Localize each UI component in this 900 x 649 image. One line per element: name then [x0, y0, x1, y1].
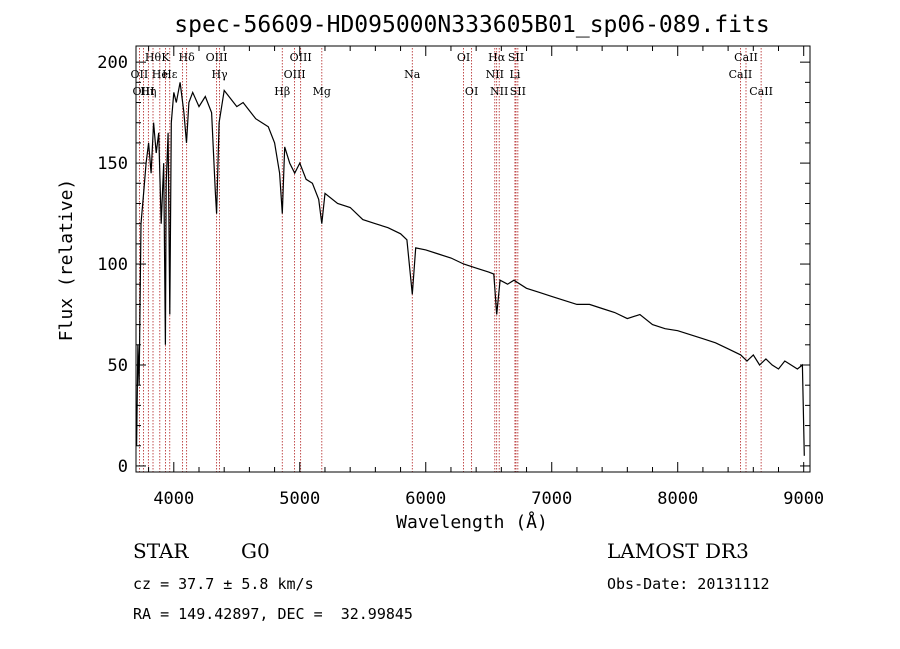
line-marker-label: NII: [490, 85, 508, 98]
x-axis-label: Wavelength (Å): [396, 511, 548, 533]
redshift-cz: cz = 37.7 ± 5.8 km/s: [133, 575, 314, 593]
x-tick-label: 9000: [783, 489, 824, 509]
line-marker-label: OIII: [133, 85, 155, 98]
line-marker-label: OI: [457, 51, 470, 64]
spectrum-line: [136, 82, 805, 456]
y-axis-label: Flux (relative): [56, 179, 77, 342]
chart-title: spec-56609-HD095000N333605B01_sp06-089.f…: [174, 12, 769, 38]
y-tick-label: 50: [108, 356, 128, 376]
x-tick-label: 8000: [657, 489, 698, 509]
line-marker-label: OIII: [290, 51, 312, 64]
line-marker-label: Hε: [162, 68, 178, 81]
line-marker-label: Hγ: [211, 68, 228, 81]
object-class: STAR: [133, 539, 189, 563]
line-marker-label: Hδ: [179, 51, 196, 64]
object-subclass: G0: [241, 539, 270, 563]
line-marker-label: Hθ: [145, 51, 162, 64]
obs-date: Obs-Date: 20131112: [607, 575, 770, 593]
y-tick-label: 100: [97, 255, 128, 275]
x-tick-label: 6000: [405, 489, 446, 509]
line-marker-label: OIII: [206, 51, 228, 64]
line-marker-label: NII: [486, 68, 504, 81]
x-tick-label: 4000: [153, 489, 194, 509]
line-marker-label: SII: [508, 51, 524, 64]
y-tick-label: 150: [97, 154, 128, 174]
y-axis-ticks: 0 50 100 150 200: [97, 53, 810, 477]
line-marker-label: K: [161, 51, 170, 64]
line-marker-label: OII: [131, 68, 149, 81]
line-marker-label: Na: [404, 68, 421, 81]
line-marker-label: Hβ: [274, 85, 290, 98]
line-marker-label: Hη: [140, 85, 156, 98]
line-marker-label: He: [152, 68, 168, 81]
line-markers: [139, 48, 762, 472]
line-marker-label: OIII: [284, 68, 306, 81]
survey-name: LAMOST DR3: [607, 539, 749, 563]
y-tick-label: 200: [97, 53, 128, 73]
line-marker-label: Mg: [313, 85, 331, 98]
line-marker-label: Hα: [488, 51, 506, 64]
x-axis-ticks: 4000 5000 6000 7000 8000 9000: [148, 46, 824, 509]
y-tick-label: 0: [118, 457, 128, 477]
line-marker-label: CaII: [729, 68, 753, 81]
line-marker-label: Li: [510, 68, 521, 81]
ra-dec: RA = 149.42897, DEC = 32.99845: [133, 605, 413, 623]
plot-frame: [135, 45, 811, 473]
line-marker-label: OI: [465, 85, 478, 98]
line-marker-label: CaII: [749, 85, 773, 98]
x-tick-label: 7000: [531, 489, 572, 509]
line-marker-label: CaII: [734, 51, 758, 64]
x-tick-label: 5000: [279, 489, 320, 509]
line-marker-label: SII: [510, 85, 526, 98]
